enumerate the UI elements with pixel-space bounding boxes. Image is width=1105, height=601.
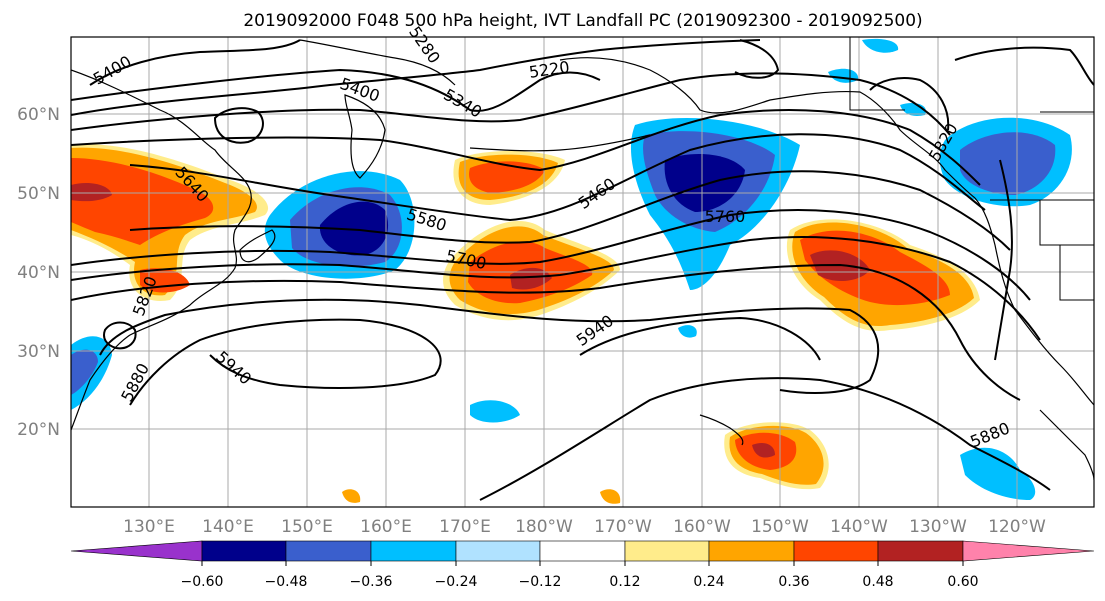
boundary-alaska-canada xyxy=(849,37,905,111)
contour-line xyxy=(129,170,1011,251)
colorbar-label: −0.12 xyxy=(519,574,562,590)
map-panel: 5400 5400 5220 5340 5640 5580 5460 5700 … xyxy=(70,23,1095,508)
colorbar-ticks xyxy=(201,561,964,566)
ivt-region-positive-core xyxy=(752,443,775,458)
latitude-label: 50°N xyxy=(17,184,60,204)
contour-line xyxy=(71,109,981,186)
longitude-label: 170°W xyxy=(594,517,652,537)
ivt-region-positive xyxy=(342,489,361,503)
contour-line xyxy=(129,133,986,222)
colorbar-swatch xyxy=(708,540,795,562)
latitude-label: 40°N xyxy=(17,263,60,283)
colorbar-label: 0.60 xyxy=(947,574,978,590)
colorbar-swatch xyxy=(70,540,203,562)
colorbar-label: 0.36 xyxy=(778,574,809,590)
ivt-region-positive-core xyxy=(71,183,112,202)
colorbar-swatch xyxy=(285,540,372,562)
colorbar-label: 0.24 xyxy=(693,574,724,590)
coastline-alaska xyxy=(559,57,976,199)
coastlines xyxy=(71,39,1094,481)
longitude-labels: 130°E 140°E 150°E 160°E 170°E 180°W 170°W 160°W… xyxy=(123,517,1046,537)
contour-line xyxy=(71,209,1031,301)
ivt-region-negative-core xyxy=(319,201,389,256)
contour-line xyxy=(213,107,264,144)
colorbar-swatch xyxy=(793,540,879,562)
contour-line xyxy=(734,39,780,79)
contour-line xyxy=(994,159,1013,361)
coastline-asia xyxy=(71,69,252,431)
longitude-label: 160°E xyxy=(360,517,412,537)
coastline-siberia-north xyxy=(299,39,456,86)
ivt-region-negative-strong xyxy=(71,349,98,395)
colorbar-swatch xyxy=(455,540,541,562)
contour-line xyxy=(479,377,1051,501)
latitude-label: 30°N xyxy=(17,342,60,362)
longitude-label: 160°W xyxy=(673,517,731,537)
colorbar-swatches xyxy=(70,540,1095,562)
map-frame xyxy=(70,36,1095,508)
political-boundaries xyxy=(849,37,1094,301)
colorbar-swatch xyxy=(877,540,964,562)
contour-line xyxy=(579,316,821,361)
ivt-region-negative-core xyxy=(664,154,745,212)
colorbar-swatch xyxy=(624,540,710,562)
longitude-label: 130°E xyxy=(123,517,175,537)
coastline-kamchatka xyxy=(344,94,386,179)
colorbar-label: −0.60 xyxy=(181,574,224,590)
longitude-label: 140°W xyxy=(830,517,888,537)
longitude-label: 170°E xyxy=(439,517,491,537)
ivt-region-positive-strong xyxy=(71,158,214,245)
latitude-labels: 60°N 50°N 40°N 30°N 20°N xyxy=(17,105,60,440)
ivt-region-negative xyxy=(960,447,1036,500)
contour-line xyxy=(71,263,1021,401)
colorbar-swatch xyxy=(539,540,626,562)
longitude-label: 150°W xyxy=(751,517,809,537)
longitude-label: 180°W xyxy=(515,517,573,537)
coastline-japan xyxy=(239,229,276,263)
longitude-label: 150°E xyxy=(281,517,333,537)
ivt-shading xyxy=(71,38,1072,504)
colorbar-swatch xyxy=(962,540,1095,562)
contour-line xyxy=(89,39,301,86)
ivt-region-positive-strong xyxy=(800,230,950,306)
coastline-mexico xyxy=(1039,409,1094,481)
colorbar-swatch xyxy=(370,540,457,562)
contour-line xyxy=(71,39,761,116)
contour-line xyxy=(103,321,137,350)
boundary-us-states xyxy=(1039,200,1094,301)
colorbar: −0.60 −0.48 −0.36 −0.24 −0.12 0.12 0.24 0.36 0.4… xyxy=(70,540,1095,590)
contour-line xyxy=(71,235,1041,341)
figure-title: 2019092000 F048 500 hPa height, IVT Land… xyxy=(243,11,922,31)
ivt-region-negative xyxy=(862,38,899,53)
coastline-hawaii xyxy=(699,414,744,446)
ivt-region-negative xyxy=(470,400,520,423)
colorbar-swatch xyxy=(201,540,287,562)
colorbar-label: −0.24 xyxy=(435,574,478,590)
contour-line xyxy=(869,77,950,131)
coastline-aleutians xyxy=(469,134,651,152)
contour-line xyxy=(954,46,1094,86)
ivt-region-positive-core xyxy=(510,267,552,290)
ivt-region-negative xyxy=(678,325,697,338)
longitude-label: 140°E xyxy=(202,517,254,537)
longitude-label: 130°W xyxy=(909,517,967,537)
colorbar-label: −0.36 xyxy=(350,574,393,590)
colorbar-label: 0.48 xyxy=(862,574,893,590)
contour-line xyxy=(71,68,601,112)
colorbar-label: −0.48 xyxy=(265,574,308,590)
ivt-region-negative-strong xyxy=(960,132,1056,195)
contour-line xyxy=(71,72,951,136)
contour-line xyxy=(129,318,442,406)
colorbar-label: 0.12 xyxy=(609,574,640,590)
contour-line xyxy=(99,298,880,394)
latitude-label: 20°N xyxy=(17,420,60,440)
ivt-region-positive xyxy=(600,489,621,504)
latitude-label: 60°N xyxy=(17,105,60,125)
colorbar-labels: −0.60 −0.48 −0.36 −0.24 −0.12 0.12 0.24 0.36 0.4… xyxy=(181,574,979,590)
contour-label: 5760 xyxy=(705,207,746,226)
ivt-region-positive-strong xyxy=(469,161,545,193)
height-contours xyxy=(71,39,1094,501)
longitude-label: 120°W xyxy=(988,517,1046,537)
